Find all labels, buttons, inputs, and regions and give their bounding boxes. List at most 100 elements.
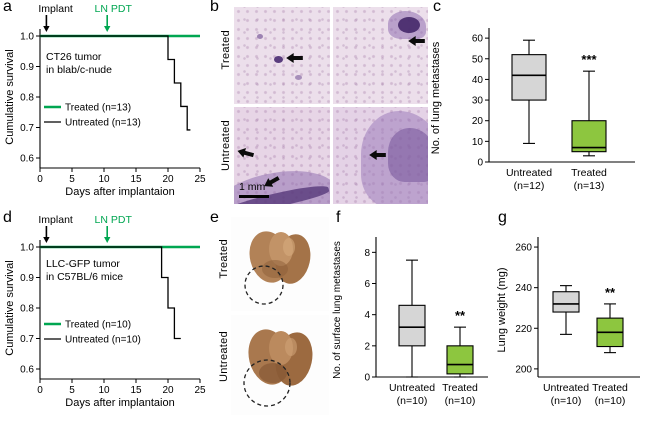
panel-g-label: g <box>498 209 507 226</box>
svg-text:1.0: 1.0 <box>20 32 34 43</box>
histology-row-label-treated: Treated <box>220 30 232 70</box>
svg-text:0: 0 <box>37 174 43 185</box>
boxplot-surface-lung-metastases: 0 2 4 6 8 No. of surface lung metastases Untre… <box>332 237 488 407</box>
dashed-circle-annotation <box>243 359 291 407</box>
svg-text:10: 10 <box>98 385 110 396</box>
svg-text:5: 5 <box>69 385 75 396</box>
histology-image-untreated-right <box>332 107 428 204</box>
histology-grid: 1 mm <box>234 7 428 204</box>
svg-text:20: 20 <box>162 385 174 396</box>
svg-text:10: 10 <box>98 174 110 185</box>
box <box>446 345 474 375</box>
svg-text:260: 260 <box>515 243 532 254</box>
panel-b: b Treated Untreated 1 mm <box>207 0 428 211</box>
svg-text:2: 2 <box>364 341 370 352</box>
svg-text:(n=13): (n=13) <box>574 180 605 192</box>
svg-text:0: 0 <box>477 158 483 169</box>
survival-curve <box>40 35 191 131</box>
svg-text:LN PDT: LN PDT <box>95 3 133 15</box>
panel-f-label: f <box>336 209 341 226</box>
svg-text:(n=10): (n=10) <box>595 395 626 407</box>
svg-text:Implant: Implant <box>38 214 73 226</box>
svg-text:LLC-GFP tumor: LLC-GFP tumor <box>46 258 120 270</box>
scale-bar: 1 mm <box>239 181 269 198</box>
panel-b-label: b <box>210 0 219 15</box>
svg-text:Untreated (n=10): Untreated (n=10) <box>65 335 141 346</box>
svg-text:15: 15 <box>130 385 142 396</box>
pointer-arrow-icon <box>285 52 303 63</box>
svg-text:0.9: 0.9 <box>20 62 34 73</box>
svg-text:Treated: Treated <box>442 382 478 394</box>
svg-text:(n=12): (n=12) <box>514 180 545 192</box>
svg-text:200: 200 <box>515 364 532 375</box>
svg-text:50: 50 <box>472 54 484 65</box>
survival-chart-llc: 1.0 0.9 0.8 0.7 0.60 5 10 15 20 25 Days after impl… <box>4 214 206 409</box>
box <box>552 291 580 313</box>
panel-a: a 1.0 0.9 0.8 0.7 0.6 0 5 10 15 20 25 Days after im… <box>0 0 207 211</box>
svg-text:20: 20 <box>162 174 174 185</box>
svg-text:in C57BL/6 mice: in C57BL/6 mice <box>46 271 123 283</box>
panel-c: c 0 10 20 30 40 50 60 No. of lung metastases Unt… <box>427 0 645 211</box>
svg-text:No. of surface lung metastases: No. of surface lung metastases <box>332 241 343 379</box>
svg-text:8: 8 <box>364 248 370 259</box>
svg-text:Implant: Implant <box>38 3 73 15</box>
treatment-arrow <box>104 237 111 243</box>
svg-text:**: ** <box>455 308 466 323</box>
panel-f: f 0 2 4 6 8 No. of surface lung metastases Unt… <box>330 209 494 421</box>
svg-text:0: 0 <box>37 385 43 396</box>
svg-text:0.7: 0.7 <box>20 123 34 134</box>
svg-text:1.0: 1.0 <box>20 243 34 254</box>
treatment-arrow <box>43 26 50 32</box>
treatment-arrow <box>43 237 50 243</box>
svg-text:25: 25 <box>194 174 206 185</box>
histology-image-untreated-left: 1 mm <box>234 107 330 204</box>
histology-row-label-untreated: Untreated <box>220 120 232 172</box>
svg-text:0.6: 0.6 <box>20 365 34 376</box>
svg-text:**: ** <box>605 285 616 300</box>
svg-text:Days after implantaion: Days after implantaion <box>65 186 174 198</box>
svg-text:240: 240 <box>515 283 532 294</box>
svg-text:Untreated: Untreated <box>506 167 552 179</box>
svg-text:20: 20 <box>472 116 484 127</box>
histology-image-treated-left <box>234 7 330 104</box>
svg-text:25: 25 <box>194 385 206 396</box>
svg-text:15: 15 <box>130 174 142 185</box>
panel-d: d 1.0 0.9 0.8 0.7 0.6 0 5 10 15 20 25 Days after im… <box>0 209 207 421</box>
svg-text:220: 220 <box>515 324 532 335</box>
svg-text:Untreated (n=13): Untreated (n=13) <box>65 118 141 129</box>
svg-text:Untreated: Untreated <box>543 382 589 394</box>
svg-text:Cumulative survival: Cumulative survival <box>4 260 16 355</box>
photo-label-treated: Treated <box>218 239 230 279</box>
svg-text:Cumulative survival: Cumulative survival <box>4 49 16 144</box>
svg-text:0.7: 0.7 <box>20 334 34 345</box>
svg-text:5: 5 <box>69 174 75 185</box>
boxplot-lung-metastases: 0 10 20 30 40 50 60 No. of lung metastases Untre… <box>430 28 635 192</box>
svg-text:Treated (n=13): Treated (n=13) <box>65 103 131 114</box>
panel-a-label: a <box>3 0 12 15</box>
pointer-arrow-icon <box>263 175 280 187</box>
svg-text:4: 4 <box>364 310 370 321</box>
box <box>398 304 426 347</box>
svg-text:30: 30 <box>472 96 484 107</box>
lung-photo-treated <box>231 217 329 311</box>
svg-text:6: 6 <box>364 279 370 290</box>
svg-text:40: 40 <box>472 75 484 86</box>
svg-text:10: 10 <box>472 137 484 148</box>
lung-photo-untreated <box>231 315 329 415</box>
pointer-arrow-icon <box>368 149 386 160</box>
svg-text:Lung weight (mg): Lung weight (mg) <box>496 268 508 353</box>
scale-bar-line <box>239 194 269 198</box>
panel-c-label: c <box>433 0 441 15</box>
pointer-arrow-icon <box>237 147 254 158</box>
panel-g: g 200 220 240 260 Lung weight (mg) Untreated(… <box>494 209 645 421</box>
svg-text:(n=10): (n=10) <box>551 395 582 407</box>
svg-text:Treated (n=10): Treated (n=10) <box>65 320 131 331</box>
photo-label-untreated: Untreated <box>218 331 230 383</box>
treatment-arrow <box>104 26 111 32</box>
svg-text:LN PDT: LN PDT <box>95 214 133 226</box>
pointer-arrow-icon <box>408 36 425 47</box>
svg-text:Treated: Treated <box>571 167 607 179</box>
svg-text:***: *** <box>581 52 597 67</box>
svg-text:Untreated: Untreated <box>389 382 435 394</box>
